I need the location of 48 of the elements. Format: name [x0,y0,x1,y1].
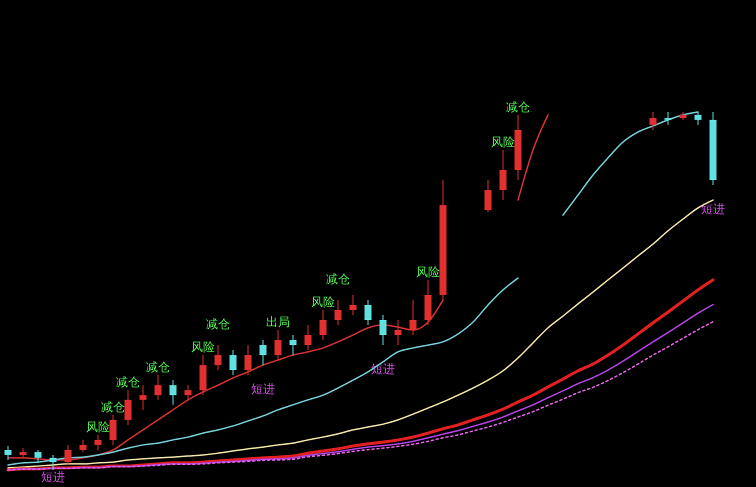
text: 短进 [371,362,395,376]
candlestick [650,112,656,130]
candlestick [244,344,252,376]
candlestick [364,299,372,326]
candlestick [394,320,402,346]
candlestick [500,149,506,201]
text: 风险 [86,420,110,434]
text: 短进 [41,470,65,484]
text: 风险 [491,134,515,149]
candlestick [20,448,26,458]
candlestick [290,334,296,356]
text: 减仓 [101,400,125,414]
candlestick [214,344,222,371]
candlestick [184,384,192,400]
text: 减仓 [206,317,230,332]
candlestick [380,314,386,346]
candlestick [230,350,236,376]
text: 出局 [266,315,290,330]
candlestick [154,374,162,400]
candlestick [484,180,492,212]
candlestick [94,434,102,450]
candlestick [64,444,72,466]
text: 减仓 [146,360,170,374]
candlestick [34,449,42,463]
candlestick [350,294,356,316]
candlestick [80,439,86,453]
candlestick [304,324,312,351]
candlestick [664,112,672,126]
text: 短进 [251,382,275,396]
candlestick [694,112,702,126]
candlestick [50,454,56,470]
text: 风险 [191,340,215,354]
candlestick [320,309,326,341]
candlestick [110,414,116,446]
text: 风险 [416,264,440,279]
candlestick [140,384,146,410]
text: 减仓 [506,100,530,114]
candlestick [170,380,176,406]
candlestick [260,340,266,366]
candlestick [334,299,342,326]
candlestick [4,446,12,460]
text: 短进 [701,202,725,216]
text: 风险 [311,294,335,309]
text: 减仓 [116,375,140,390]
text: 减仓 [326,272,350,286]
candlestick [410,299,416,336]
candlestick [124,390,132,426]
candlestick [274,330,282,361]
